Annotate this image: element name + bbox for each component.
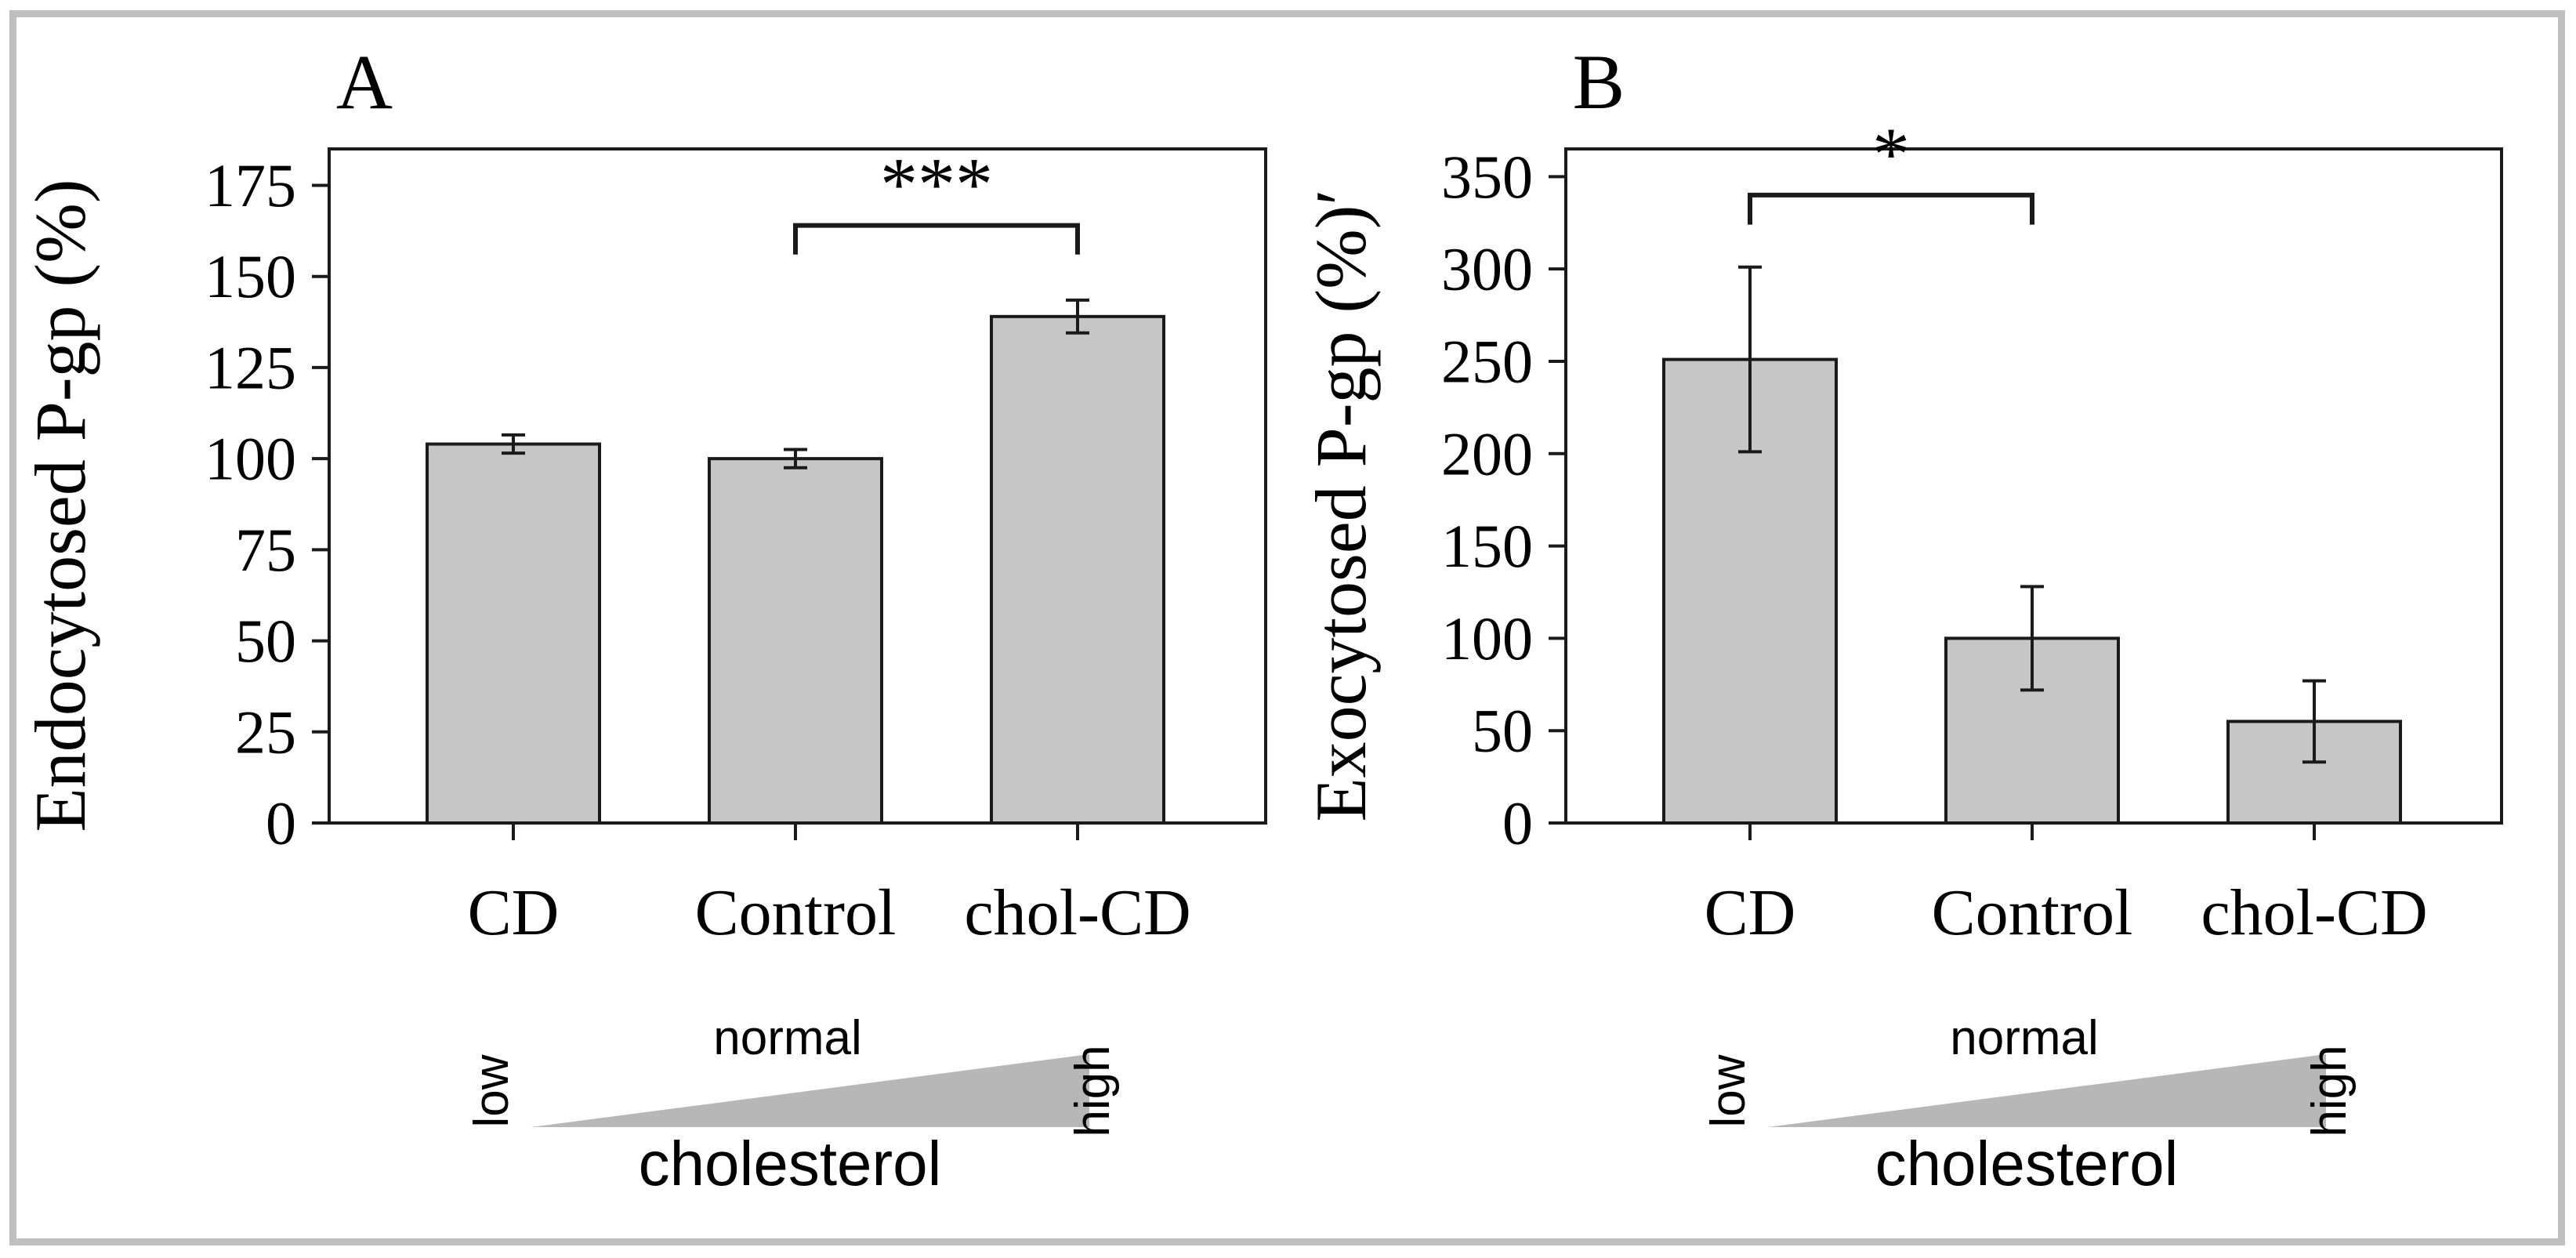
y-tick-label: 350 xyxy=(1441,143,1533,211)
y-tick-label: 125 xyxy=(205,333,296,401)
y-tick-label: 0 xyxy=(266,789,296,857)
y-tick-label: 150 xyxy=(1441,512,1533,580)
gradient-label-high: high xyxy=(1066,1045,1120,1137)
y-tick-label: 300 xyxy=(1441,235,1533,303)
x-category-label-chol-cd: chol-CD xyxy=(2201,876,2427,949)
y-tick-label: 150 xyxy=(205,242,296,310)
y-tick-label: 50 xyxy=(1472,697,1533,765)
x-category-label-control: Control xyxy=(1932,876,2133,949)
y-tick-label: 250 xyxy=(1441,327,1533,395)
bar-control xyxy=(708,457,883,825)
gradient-label-normal: normal xyxy=(1950,1011,2099,1065)
y-tick-label: 175 xyxy=(205,151,296,219)
x-category-label-cd: CD xyxy=(468,876,560,949)
y-tick-label: 0 xyxy=(1502,789,1533,857)
significance-stars: * xyxy=(1872,112,1910,196)
y-axis-title: Endocytosed P-gp (%) xyxy=(20,179,100,832)
bar-cd xyxy=(426,442,601,825)
gradient-label-normal: normal xyxy=(713,1011,862,1065)
x-category-label-cd: CD xyxy=(1705,876,1796,949)
x-category-label-chol-cd: chol-CD xyxy=(964,876,1190,949)
y-tick-label: 75 xyxy=(235,516,296,584)
gradient-caption-cholesterol: cholesterol xyxy=(1875,1129,2179,1198)
cholesterol-gradient-triangle xyxy=(531,1054,1089,1127)
y-tick-label: 25 xyxy=(235,698,296,766)
bar-chol-cd xyxy=(990,314,1165,825)
gradient-label-high: high xyxy=(2302,1045,2357,1137)
gradient-label-low: low xyxy=(1701,1054,1755,1127)
cholesterol-gradient-triangle xyxy=(1768,1054,2326,1127)
gradient-caption-cholesterol: cholesterol xyxy=(639,1129,942,1198)
y-tick-label: 50 xyxy=(235,607,296,675)
panel-letter-b: B xyxy=(1573,38,1625,125)
y-tick-label: 100 xyxy=(1441,604,1533,673)
panel-letter-a: A xyxy=(336,38,393,125)
y-axis-title: Exocytosed P-gp (%)ʹ xyxy=(1301,189,1381,821)
significance-bracket xyxy=(1748,192,2034,225)
y-tick-label: 100 xyxy=(205,425,296,493)
gradient-label-low: low xyxy=(465,1054,519,1127)
significance-bracket xyxy=(793,223,1080,255)
x-category-label-control: Control xyxy=(695,876,897,949)
y-tick-label: 200 xyxy=(1441,419,1533,488)
significance-stars: *** xyxy=(880,143,993,227)
